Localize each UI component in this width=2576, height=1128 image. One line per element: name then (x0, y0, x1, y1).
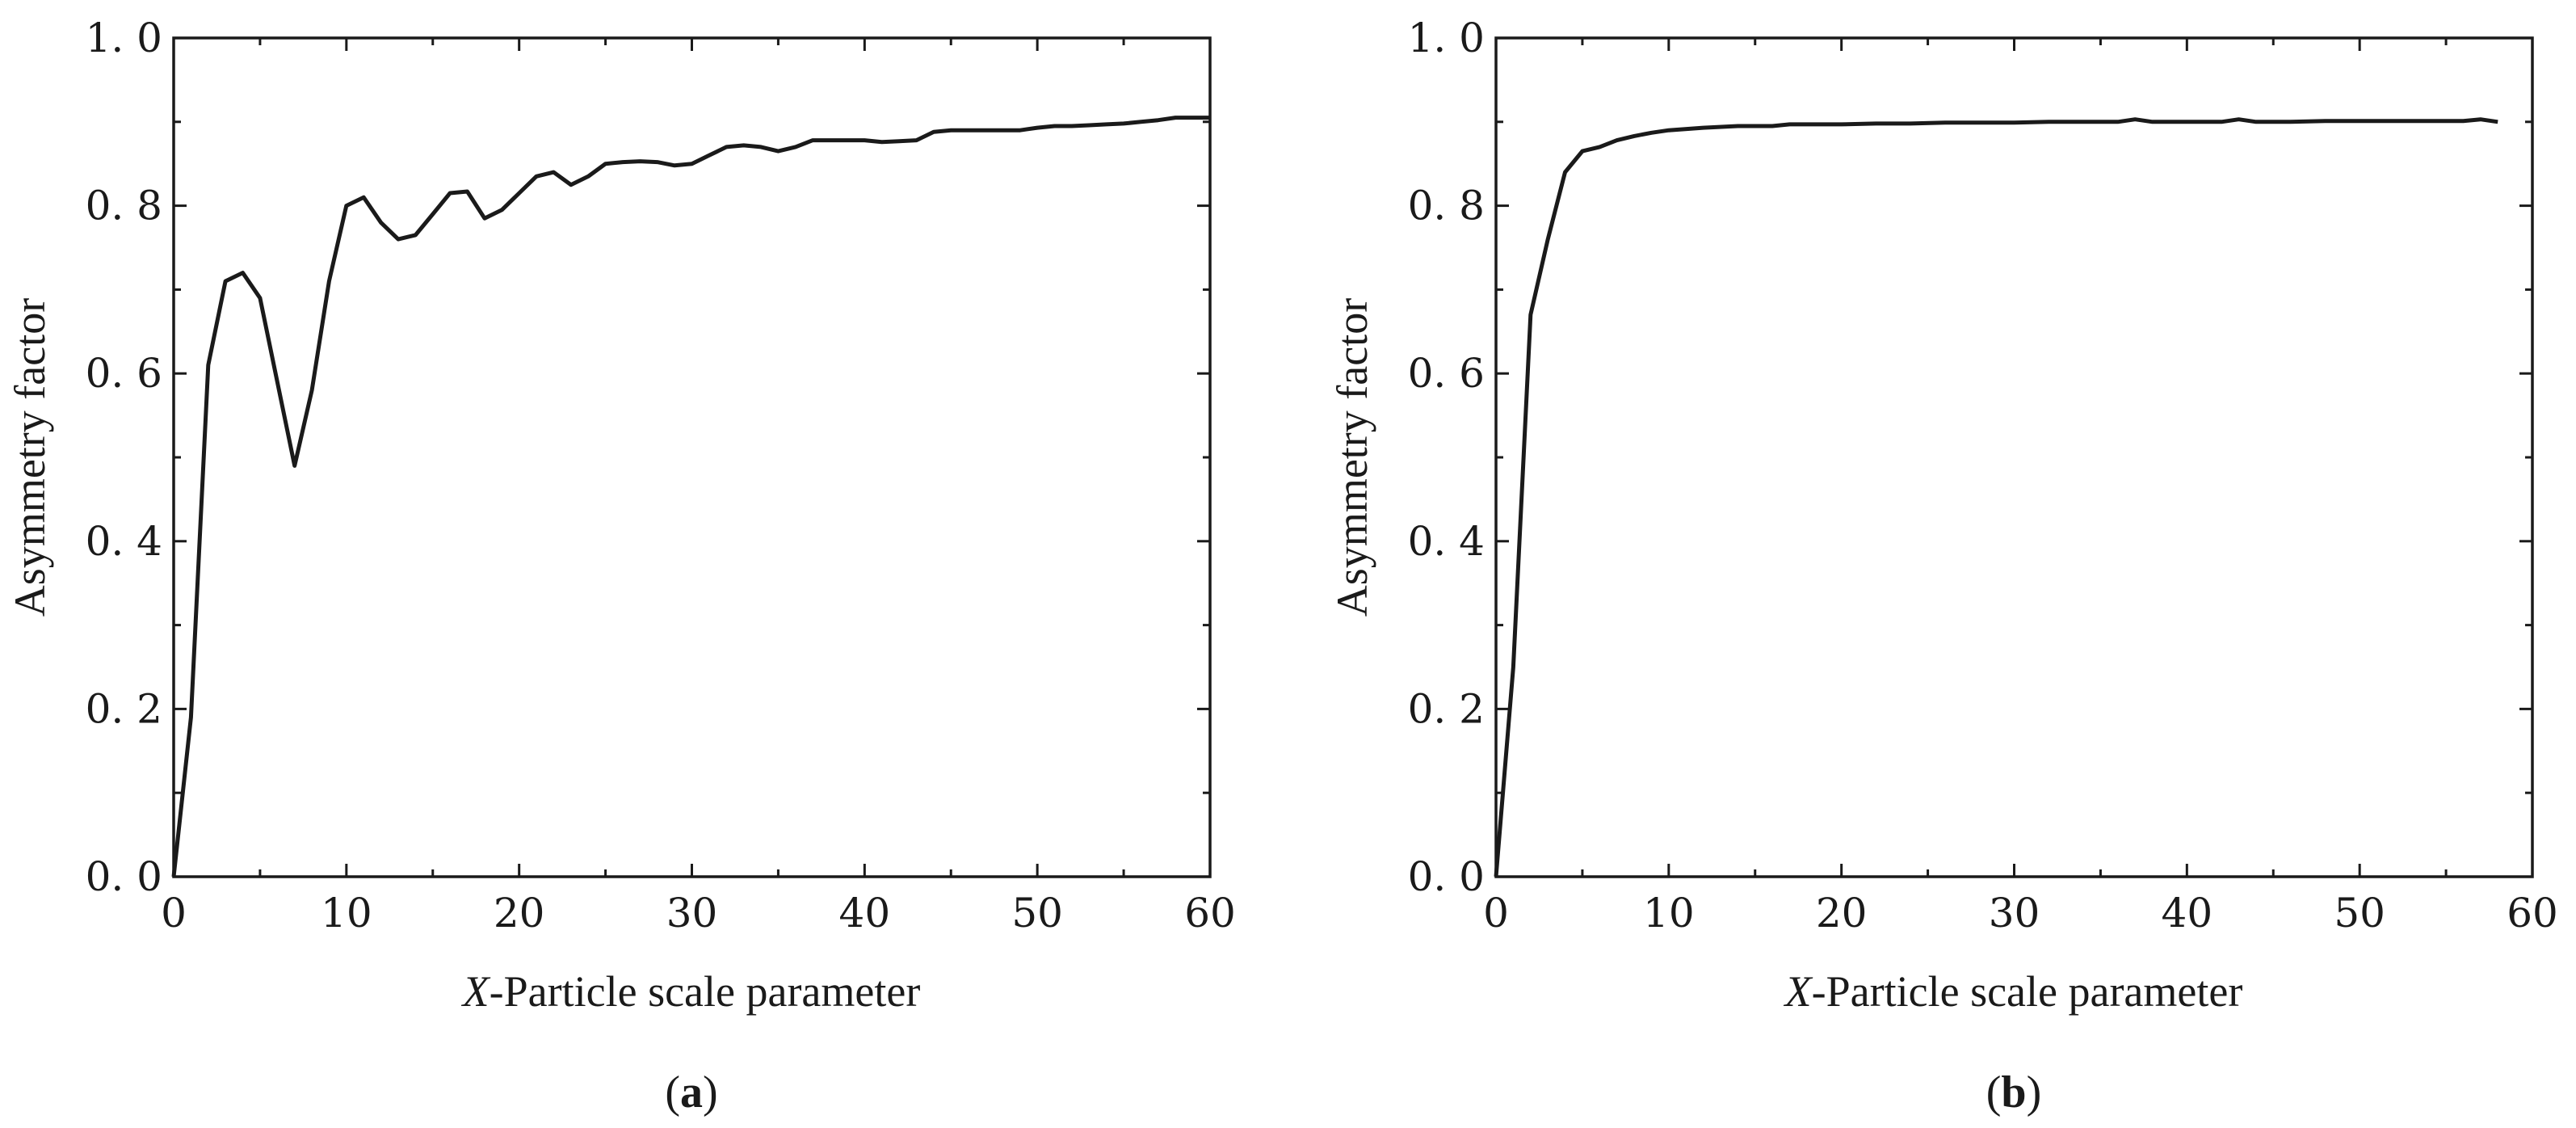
y-axis-title: Asymmetry factor (1328, 298, 1376, 617)
x-axis-title-rest: -Particle scale parameter (490, 967, 921, 1016)
panel-label: (b) (1986, 1067, 2041, 1117)
y-tick-label: 0. 8 (1408, 183, 1485, 229)
y-tick-label: 0. 2 (86, 685, 162, 732)
chart-panel-a: 0 10 20 30 40 50 60 0. 0 0. 2 0. 4 0. 6 0. 8 1. 0 X-P… (6, 15, 1236, 1117)
chart-panel-b: 0 10 20 30 40 50 60 0. 0 0. 2 0. 4 0. 6 0. 8 1. 0 X-P… (1328, 15, 2558, 1117)
y-tick-label: 0. 4 (86, 518, 162, 565)
y-tick-label: 0. 8 (86, 183, 162, 229)
x-tick-label: 20 (1816, 890, 1868, 936)
y-tick-label: 0. 0 (1408, 853, 1485, 900)
x-axis-title: X-Particle scale parameter (1784, 967, 2243, 1016)
x-axis-title: X-Particle scale parameter (461, 967, 921, 1016)
x-tick-label: 50 (1011, 890, 1063, 936)
x-tick-label: 0 (161, 890, 187, 936)
panel-label-open: ( (1986, 1067, 2002, 1117)
y-axis-title: Asymmetry factor (6, 298, 54, 617)
x-tick-label: 60 (1184, 890, 1236, 936)
panel-label-close: ) (703, 1067, 718, 1117)
y-tick-label: 0. 4 (1408, 518, 1485, 565)
x-tick-label: 30 (1989, 890, 2040, 936)
x-tick-label: 0 (1483, 890, 1509, 936)
x-tick-label: 40 (2162, 890, 2213, 936)
panel-label-letter: b (2001, 1067, 2026, 1117)
x-axis-title-rest: -Particle scale parameter (1812, 967, 2243, 1016)
x-tick-label: 10 (321, 890, 372, 936)
x-tick-label: 20 (494, 890, 545, 936)
x-tick-label: 60 (2507, 890, 2558, 936)
y-tick-label: 0. 2 (1408, 685, 1485, 732)
plot-frame (1494, 36, 2534, 878)
x-axis-title-italic: X (461, 967, 491, 1016)
y-tick-label: 0. 0 (86, 853, 162, 900)
y-tick-label: 1. 0 (1408, 15, 1485, 61)
x-tick-label: 50 (2334, 890, 2385, 936)
series-line-0 (171, 116, 1210, 878)
x-axis-title-italic: X (1784, 967, 1813, 1016)
y-tick-label: 1. 0 (86, 15, 162, 61)
panel-label: (a) (665, 1067, 717, 1117)
panel-label-close: ) (2027, 1067, 2042, 1117)
panel-label-open: ( (665, 1067, 680, 1117)
x-tick-label: 40 (839, 890, 891, 936)
x-tick-label: 30 (666, 890, 718, 936)
x-tick-label: 10 (1643, 890, 1695, 936)
panel-label-letter: a (680, 1067, 703, 1117)
y-tick-label: 0. 6 (86, 350, 162, 397)
y-tick-label: 0. 6 (1408, 350, 1485, 397)
series-line-0 (1494, 117, 2498, 878)
